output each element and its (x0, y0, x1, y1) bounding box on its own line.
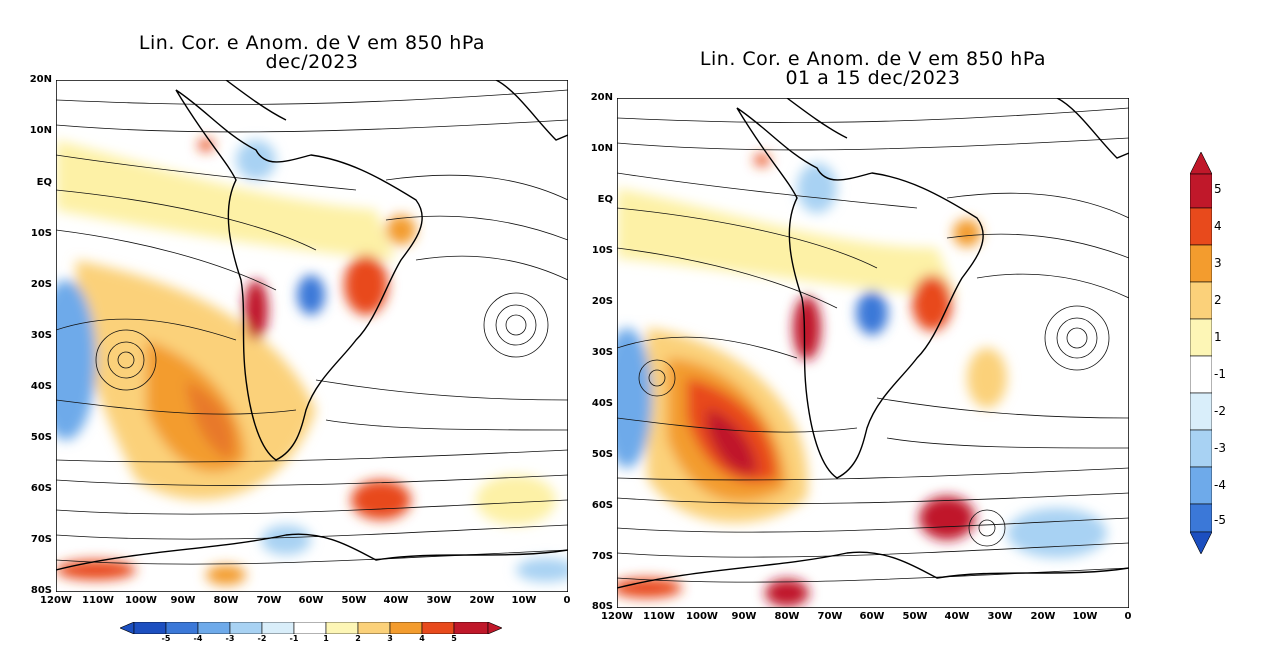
vertical-colorbar (1190, 152, 1212, 554)
vertical-colorbar-label: -1 (1214, 367, 1226, 381)
panel1-lon-label: 20W (469, 595, 495, 606)
panel1-anomaly-field (56, 139, 568, 585)
panel2-lon-label: 20W (1030, 611, 1056, 622)
panel1-lon-label: 80W (213, 595, 239, 606)
panel2-lat-label: 30S (591, 347, 613, 358)
panel1-map (56, 80, 568, 592)
vertical-colorbar-label: 5 (1214, 182, 1222, 196)
panel1-lat-label: 50S (30, 432, 52, 443)
panel1-lat-label: 40S (30, 381, 52, 392)
vertical-colorbar-label: -5 (1214, 513, 1226, 527)
panel1-coastlines (56, 80, 568, 571)
panel1-colorbar-label: -3 (225, 634, 235, 643)
panel1-lat-label: 20N (29, 74, 52, 85)
panel1-streamlines (56, 89, 568, 565)
panel1-lon-label: 40W (383, 595, 409, 606)
panel1-lon-label: 120W (40, 595, 72, 606)
panel1-colorbar-label: -5 (161, 634, 171, 643)
panel1-colorbar (120, 622, 502, 634)
panel2-lon-label: 80W (774, 611, 800, 622)
panel1-lat-label: 10S (30, 228, 52, 239)
vertical-colorbar-label: -2 (1214, 404, 1226, 418)
panel2-lon-label: 70W (817, 611, 843, 622)
vertical-colorbar-label: 4 (1214, 219, 1222, 233)
panel2-lon-label: 90W (731, 611, 757, 622)
panel2-lon-label: 30W (987, 611, 1013, 622)
panel1-title-line1: Lin. Cor. e Anom. de V em 850 hPa (138, 32, 486, 54)
panel1-lon-label: 60W (298, 595, 324, 606)
panel1-title-line2: dec/2023 (265, 51, 359, 73)
panel1-lat-label: 70S (30, 534, 52, 545)
vertical-colorbar-label: 2 (1214, 293, 1222, 307)
panel2-lat-label: 20S (591, 296, 613, 307)
panel1-colorbar-label: -4 (193, 634, 203, 643)
panel2-lat-label: EQ (597, 194, 613, 205)
panel2-lat-label: 70S (591, 551, 613, 562)
panel2-lat-label: 40S (591, 398, 613, 409)
panel1-lon-label: 10W (511, 595, 537, 606)
panel2-title-line1: Lin. Cor. e Anom. de V em 850 hPa (699, 48, 1047, 70)
panel2-coastlines (617, 98, 1129, 589)
panel1-lon-label: 30W (426, 595, 452, 606)
panel2-lon-label: 60W (859, 611, 885, 622)
vertical-colorbar-label: 3 (1214, 256, 1222, 270)
panel2-map (617, 98, 1129, 608)
panel2-lon-label: 100W (686, 611, 718, 622)
panel1-lon-label: 110W (82, 595, 114, 606)
vertical-colorbar-label: -4 (1214, 478, 1226, 492)
panel2-lon-label: 10W (1072, 611, 1098, 622)
panel2-lat-label: 10S (591, 245, 613, 256)
panel1-lon-label: 50W (341, 595, 367, 606)
panel1-lat-label: 60S (30, 483, 52, 494)
panel1-lat-label: 80S (30, 585, 52, 596)
panel1-lon-label: 100W (125, 595, 157, 606)
vertical-colorbar-label: 1 (1214, 330, 1222, 344)
panel1-colorbar-label: -1 (289, 634, 299, 643)
panel1-lon-label: 70W (256, 595, 282, 606)
panel2-lon-label: 120W (601, 611, 633, 622)
panel1-lon-label: 90W (170, 595, 196, 606)
panel1-colorbar-label: 5 (451, 634, 457, 643)
panel2-lon-label: 0 (1124, 611, 1132, 622)
panel2-lon-label: 50W (902, 611, 928, 622)
panel2-lon-label: 40W (944, 611, 970, 622)
panel1-lat-label: 30S (30, 330, 52, 341)
panel1-lat-label: EQ (36, 177, 52, 188)
panel1-lat-label: 20S (30, 279, 52, 290)
panel2-lat-label: 10N (590, 143, 613, 154)
panel2-lon-label: 110W (643, 611, 675, 622)
panel2-lat-label: 80S (591, 601, 613, 612)
panel1-colorbar-label: 4 (419, 634, 425, 643)
panel1-colorbar-label: 3 (387, 634, 393, 643)
vertical-colorbar-label: -3 (1214, 441, 1226, 455)
panel2-lat-label: 20N (590, 92, 613, 103)
panel1-colorbar-label: 1 (323, 634, 329, 643)
panel1-lon-label: 0 (563, 595, 571, 606)
panel1-colorbar-label: -2 (257, 634, 267, 643)
panel1-lat-label: 10N (29, 125, 52, 136)
panel2-title-line2: 01 a 15 dec/2023 (785, 67, 961, 89)
panel2-lat-label: 60S (591, 500, 613, 511)
panel1-colorbar-label: 2 (355, 634, 361, 643)
panel2-lat-label: 50S (591, 449, 613, 460)
